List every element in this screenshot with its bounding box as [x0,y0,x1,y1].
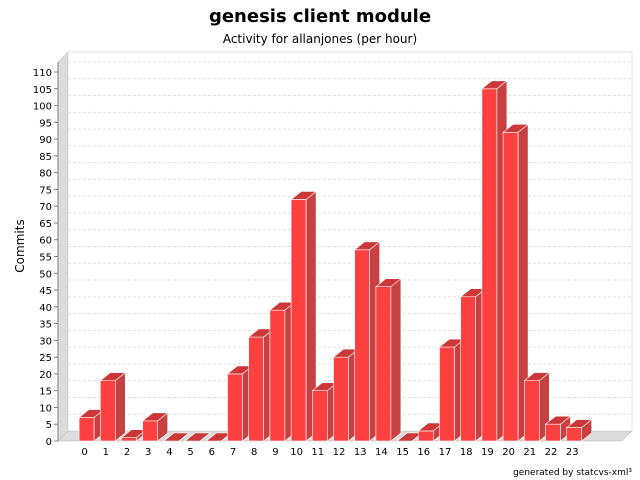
bar-front [121,437,137,442]
x-tick-label: 6 [209,447,215,458]
bar-front [545,423,561,442]
bar-side [390,278,402,442]
chart-title: genesis client module [208,6,432,27]
y-tick-label: 100 [33,102,52,113]
x-tick-label: 20 [502,447,515,458]
bar-front [333,356,349,442]
x-tick-label: 4 [166,447,172,458]
x-tick-label: 17 [439,447,452,458]
x-tick-label: 9 [272,447,278,458]
bar-front [375,286,392,442]
y-tick-label: 110 [33,68,52,79]
bar-front [481,88,498,442]
y-tick-label: 55 [39,253,52,264]
x-tick-label: 2 [124,447,130,458]
bar-front [78,417,95,442]
x-tick-label: 21 [523,447,536,458]
chart-subtitle: Activity for allanjones (per hour) [222,32,418,46]
x-tick-label: 12 [333,447,346,458]
y-tick-label: 10 [39,403,52,414]
bar-front [100,380,116,442]
x-tick-label: 5 [187,447,193,458]
bar-front [269,309,286,442]
bar-side [115,371,126,442]
x-tick-label: 3 [145,447,151,458]
y-tick-label: 15 [39,387,52,398]
y-tick-label: 30 [39,336,52,347]
x-tick-label: 11 [311,447,324,458]
bar-front [311,390,328,442]
y-tick-label: 95 [39,118,52,129]
left-wall [57,51,69,442]
bar-front [417,430,434,442]
y-tick-label: 20 [39,370,52,381]
x-tick-label: 16 [417,447,430,458]
x-tick-label: 19 [481,447,494,458]
y-tick-label: 65 [39,219,52,230]
x-tick-label: 23 [566,447,579,458]
x-tick-label: 7 [230,447,236,458]
x-tick-label: 0 [81,447,87,458]
bar-front [227,373,243,442]
generator-note: generated by statcvs-xml³ [513,468,632,478]
y-tick-label: 40 [39,303,52,314]
y-tick-label: 70 [39,202,52,213]
y-tick-label: 80 [39,169,52,180]
bar-front [290,199,307,442]
y-tick-label: 50 [39,269,52,280]
y-tick-label: 35 [39,320,52,331]
x-tick-label: 22 [545,447,558,458]
bar-front [460,296,477,442]
bar-side [199,432,211,442]
bar-side [581,418,593,442]
y-tick-label: 90 [39,135,52,146]
x-tick-label: 13 [354,447,367,458]
bar-front [439,346,455,442]
y-tick-label: 105 [33,85,52,96]
bar-front [523,380,540,442]
x-tick-label: 18 [460,447,473,458]
bar-front [566,427,583,442]
bar-side [178,432,190,442]
x-tick-label: 8 [251,447,257,458]
bar-front [248,336,264,442]
y-tick-label: 75 [39,185,52,196]
x-tick-label: 10 [290,447,303,458]
y-tick-label: 25 [39,353,52,364]
bar-front [354,249,371,442]
y-tick-label: 45 [39,286,52,297]
y-tick-label: 5 [46,420,52,431]
bar-front [502,132,519,442]
x-tick-label: 1 [103,447,109,458]
y-tick-label: 85 [39,152,52,163]
bar-side [157,412,168,442]
bar-front [142,420,158,442]
y-tick-label: 0 [46,437,52,448]
x-tick-label: 15 [396,447,409,458]
x-tick-label: 14 [375,447,388,458]
y-tick-label: 60 [39,236,52,247]
